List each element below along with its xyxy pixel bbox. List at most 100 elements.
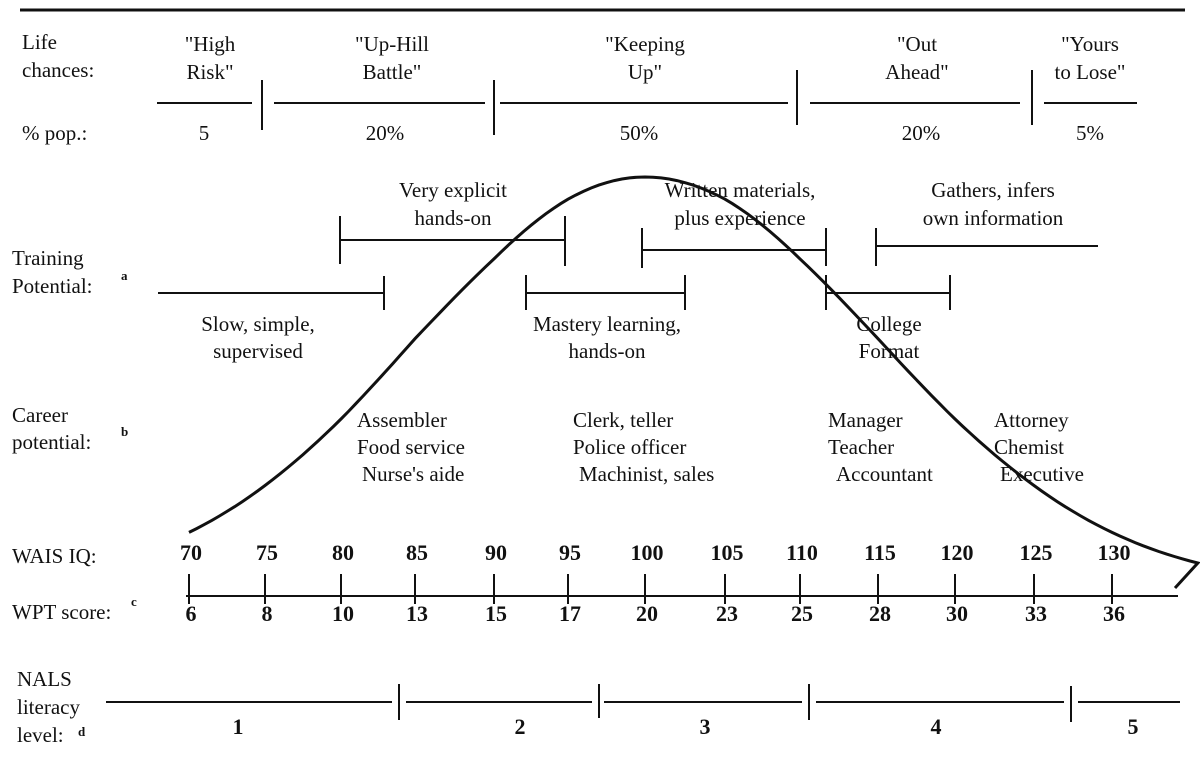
career-group-3: Manager Teacher Accountant <box>828 408 933 486</box>
nals-level: 2 <box>515 714 526 739</box>
life-chance-yours-to-lose: "Yours to Lose" 5% <box>1055 32 1126 145</box>
wpt-score-tick-label: 6 <box>186 601 197 626</box>
wpt-score-tick-label: 8 <box>262 601 273 626</box>
wpt-score-tick-label: 23 <box>716 601 738 626</box>
wpt-label: WPT score: <box>12 600 111 624</box>
life-chance-pct: 5% <box>1076 121 1104 145</box>
life-chance-bars <box>157 70 1137 135</box>
wpt-score-tick-label: 30 <box>946 601 968 626</box>
career-item: Accountant <box>836 462 933 486</box>
training-text: Slow, simple, <box>201 312 315 336</box>
nals-level: 5 <box>1128 714 1139 739</box>
score-axis-ticks <box>188 574 1113 604</box>
life-chance-name: "Yours <box>1061 32 1119 56</box>
pct-pop-label: % pop.: <box>22 121 87 145</box>
career-item: Nurse's aide <box>362 462 464 486</box>
life-chance-keeping-up: "Keeping Up" 50% <box>605 32 685 145</box>
career-label-1: Career <box>12 403 68 427</box>
life-chance-name: Up" <box>628 60 662 84</box>
nals-level: 4 <box>931 714 942 739</box>
wais-iq-tick-label: 80 <box>332 540 354 565</box>
career-item: Police officer <box>573 435 686 459</box>
career-label-2: potential: <box>12 430 91 454</box>
wais-iq-tick-label: 100 <box>631 540 664 565</box>
training-lower-bars <box>158 275 951 310</box>
training-upper-gathers: Gathers, infers own information <box>923 178 1064 230</box>
career-item: Clerk, teller <box>573 408 673 432</box>
training-note: a <box>121 268 128 283</box>
career-group-2: Clerk, teller Police officer Machinist, … <box>573 408 714 486</box>
wais-iq-tick-label: 70 <box>180 540 202 565</box>
wpt-score-tick-label: 25 <box>791 601 813 626</box>
training-upper-written: Written materials, plus experience <box>665 178 816 230</box>
wpt-score-tick-label: 17 <box>559 601 581 626</box>
training-text: own information <box>923 206 1064 230</box>
wais-iq-tick-label: 130 <box>1098 540 1131 565</box>
life-chance-out-ahead: "Out Ahead" 20% <box>885 32 948 145</box>
life-chance-name: "Up-Hill <box>355 32 429 56</box>
career-item: Attorney <box>994 408 1069 432</box>
life-chance-name: "High <box>185 32 236 56</box>
life-chance-name: Risk" <box>186 60 233 84</box>
career-item: Chemist <box>994 435 1064 459</box>
wpt-score-tick-label: 10 <box>332 601 354 626</box>
wpt-score-labels: 6 8 10 13 15 17 20 23 25 28 30 33 36 <box>186 601 1126 626</box>
wpt-score-tick-label: 33 <box>1025 601 1047 626</box>
career-note: b <box>121 424 128 439</box>
life-chance-uphill-battle: "Up-Hill Battle" 20% <box>355 32 429 145</box>
nals-level: 3 <box>700 714 711 739</box>
training-text: Very explicit <box>399 178 507 202</box>
wais-iq-tick-label: 120 <box>941 540 974 565</box>
nals-label-1: NALS <box>17 667 72 691</box>
career-group-4: Attorney Chemist Executive <box>994 408 1084 486</box>
wpt-note: c <box>131 594 137 609</box>
wpt-score-tick-label: 15 <box>485 601 507 626</box>
life-chance-name: Battle" <box>363 60 422 84</box>
wais-iq-tick-label: 125 <box>1020 540 1053 565</box>
wais-label: WAIS IQ: <box>12 544 97 568</box>
normal-distribution-curve <box>188 175 1200 590</box>
wpt-score-tick-label: 20 <box>636 601 658 626</box>
wais-iq-tick-label: 105 <box>711 540 744 565</box>
training-text: Written materials, <box>665 178 816 202</box>
life-chance-name: to Lose" <box>1055 60 1126 84</box>
wais-iq-tick-label: 85 <box>406 540 428 565</box>
wais-iq-labels: 70 75 80 85 90 95 100 105 110 115 120 125 130 <box>180 540 1131 565</box>
training-label-2: Potential: <box>12 274 93 298</box>
life-chance-pct: 20% <box>366 121 405 145</box>
training-text: supervised <box>213 339 303 363</box>
wpt-score-tick-label: 13 <box>406 601 428 626</box>
training-text: hands-on <box>569 339 646 363</box>
nals-label-2: literacy <box>17 695 80 719</box>
nals-label-3: level: <box>17 723 64 747</box>
life-chance-pct: 20% <box>902 121 941 145</box>
career-item: Teacher <box>828 435 894 459</box>
life-chance-name: "Out <box>897 32 937 56</box>
training-lower-college: College Format <box>856 312 921 363</box>
career-item: Assembler <box>357 408 447 432</box>
training-text: Gathers, infers <box>931 178 1055 202</box>
life-chances-label-2: chances: <box>22 58 94 82</box>
life-chances-label-1: Life <box>22 30 57 54</box>
nals-level: 1 <box>233 714 244 739</box>
wais-iq-tick-label: 95 <box>559 540 581 565</box>
training-text: College <box>856 312 921 336</box>
wpt-score-tick-label: 28 <box>869 601 891 626</box>
wais-iq-tick-label: 115 <box>864 540 896 565</box>
nals-note: d <box>78 724 86 739</box>
wais-iq-tick-label: 110 <box>786 540 818 565</box>
training-upper-explicit: Very explicit hands-on <box>399 178 507 230</box>
nals-bars <box>106 684 1180 722</box>
career-item: Food service <box>357 435 465 459</box>
life-chance-name: "Keeping <box>605 32 685 56</box>
training-text: hands-on <box>415 206 492 230</box>
wpt-score-tick-label: 36 <box>1103 601 1125 626</box>
training-lower-slow: Slow, simple, supervised <box>201 312 315 363</box>
training-upper-bars <box>339 216 1098 268</box>
career-item: Executive <box>1000 462 1084 486</box>
wais-iq-tick-label: 75 <box>256 540 278 565</box>
training-lower-mastery: Mastery learning, hands-on <box>533 312 681 363</box>
career-item: Machinist, sales <box>579 462 714 486</box>
career-group-1: Assembler Food service Nurse's aide <box>357 408 465 486</box>
